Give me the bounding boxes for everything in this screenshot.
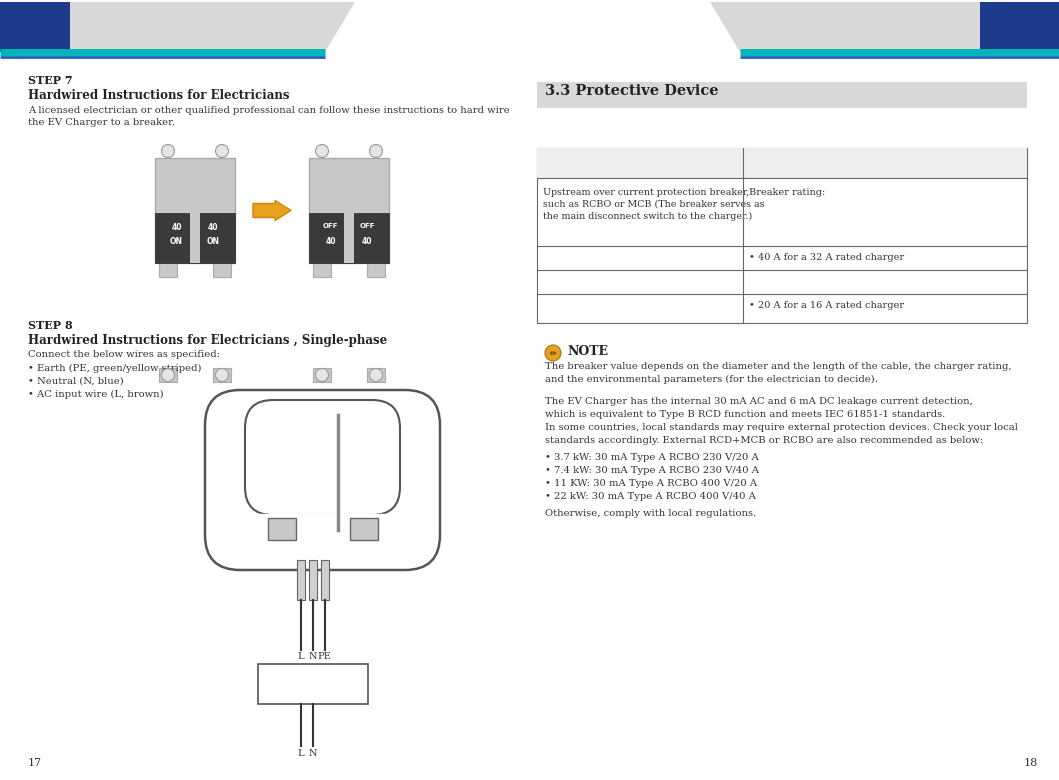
Text: • Neutral (N, blue): • Neutral (N, blue) xyxy=(28,377,124,386)
Text: In some countries, local standards may require external protection devices. Chec: In some countries, local standards may r… xyxy=(545,423,1018,432)
Text: N: N xyxy=(308,652,317,661)
Bar xyxy=(159,368,177,382)
Text: The EV Charger has the internal 30 mA AC and 6 mA DC leakage current detection,: The EV Charger has the internal 30 mA AC… xyxy=(545,397,973,406)
Text: OFF: OFF xyxy=(360,223,375,229)
Circle shape xyxy=(316,144,328,158)
Bar xyxy=(268,518,295,540)
Text: • 22 kW: 30 mA Type A RCBO 400 V/40 A: • 22 kW: 30 mA Type A RCBO 400 V/40 A xyxy=(545,492,756,501)
Text: ON: ON xyxy=(207,237,220,246)
Text: Breaker rating:: Breaker rating: xyxy=(749,188,825,197)
Polygon shape xyxy=(0,2,355,52)
Text: PE: PE xyxy=(318,652,331,661)
FancyBboxPatch shape xyxy=(245,400,400,515)
Bar xyxy=(537,82,1027,108)
Bar xyxy=(367,368,385,382)
Bar xyxy=(313,368,331,382)
Bar xyxy=(367,263,385,277)
Bar xyxy=(309,213,389,263)
Circle shape xyxy=(370,144,382,158)
Bar xyxy=(308,560,317,600)
Text: which is equivalent to Type B RCD function and meets IEC 61851-1 standards.: which is equivalent to Type B RCD functi… xyxy=(545,410,946,419)
Text: STEP 8: STEP 8 xyxy=(28,320,73,331)
Text: Devices: Devices xyxy=(616,158,664,168)
Text: • AC input wire (L, brown): • AC input wire (L, brown) xyxy=(28,390,164,399)
Circle shape xyxy=(215,144,229,158)
Polygon shape xyxy=(980,2,1059,52)
Text: such as RCBO or MCB (The breaker serves as: such as RCBO or MCB (The breaker serves … xyxy=(543,200,765,209)
Text: • Earth (PE, green/yellow striped): • Earth (PE, green/yellow striped) xyxy=(28,364,201,373)
FancyArrow shape xyxy=(253,200,291,221)
Text: ✏: ✏ xyxy=(550,349,556,357)
Polygon shape xyxy=(710,2,1059,52)
FancyBboxPatch shape xyxy=(205,390,439,570)
Text: 40: 40 xyxy=(362,237,373,246)
Text: and the environmental parameters (for the electrician to decide).: and the environmental parameters (for th… xyxy=(545,375,878,384)
Text: A licensed electrician or other qualified professional can follow these instruct: A licensed electrician or other qualifie… xyxy=(28,106,509,115)
Text: standards accordingly. External RCD+MCB or RCBO are also recommended as below:: standards accordingly. External RCD+MCB … xyxy=(545,436,983,445)
Text: L: L xyxy=(298,749,304,758)
Text: L: L xyxy=(298,652,304,661)
Text: 3.3 Protective Device: 3.3 Protective Device xyxy=(545,84,719,98)
Bar xyxy=(537,148,1027,323)
Polygon shape xyxy=(0,2,70,52)
Text: Otherwise, comply with local regulations.: Otherwise, comply with local regulations… xyxy=(545,509,756,518)
Text: 40: 40 xyxy=(172,223,182,232)
Bar xyxy=(321,560,328,600)
Bar xyxy=(159,263,177,277)
Text: Connect the below wires as specified:: Connect the below wires as specified: xyxy=(28,350,220,359)
Text: ON: ON xyxy=(170,237,183,246)
Text: OFF: OFF xyxy=(323,223,338,229)
Text: Upstream over current protection breaker,: Upstream over current protection breaker… xyxy=(543,188,750,197)
Text: NOTE: NOTE xyxy=(567,345,608,358)
Circle shape xyxy=(162,368,175,381)
Bar xyxy=(309,158,389,263)
Text: • 11 KW: 30 mA Type A RCBO 400 V/20 A: • 11 KW: 30 mA Type A RCBO 400 V/20 A xyxy=(545,479,757,488)
Text: • 7.4 kW: 30 mA Type A RCBO 230 V/40 A: • 7.4 kW: 30 mA Type A RCBO 230 V/40 A xyxy=(545,466,759,475)
Text: Hardwired Instructions for Electricians , Single-phase: Hardwired Instructions for Electricians … xyxy=(28,334,388,347)
Text: • 20 A for a 16 A rated charger: • 20 A for a 16 A rated charger xyxy=(749,302,903,310)
Bar xyxy=(213,368,231,382)
Bar xyxy=(190,213,200,263)
Bar xyxy=(349,518,377,540)
Bar xyxy=(344,213,354,263)
Text: The breaker value depends on the diameter and the length of the cable, the charg: The breaker value depends on the diamete… xyxy=(545,362,1011,371)
Bar xyxy=(537,148,1027,178)
Text: Hardwired Instructions for Electricians: Hardwired Instructions for Electricians xyxy=(28,89,289,102)
Text: Air Switch: Air Switch xyxy=(285,679,340,689)
Circle shape xyxy=(162,144,175,158)
Bar xyxy=(155,158,235,263)
Text: N: N xyxy=(308,749,317,758)
Bar xyxy=(213,263,231,277)
Text: 40: 40 xyxy=(325,237,336,246)
Bar xyxy=(155,213,235,263)
Circle shape xyxy=(370,368,382,381)
Bar xyxy=(297,560,305,600)
Text: STEP 7: STEP 7 xyxy=(28,75,73,86)
Text: 18: 18 xyxy=(1024,758,1038,768)
Text: Specifications: Specifications xyxy=(841,158,929,168)
Text: 17: 17 xyxy=(28,758,42,768)
Text: the main disconnect switch to the charger.): the main disconnect switch to the charge… xyxy=(543,212,752,221)
Circle shape xyxy=(316,368,328,381)
Bar xyxy=(313,263,331,277)
Text: 40: 40 xyxy=(209,223,218,232)
Text: the EV Charger to a breaker.: the EV Charger to a breaker. xyxy=(28,118,175,127)
Circle shape xyxy=(215,368,229,381)
Text: • 3.7 kW: 30 mA Type A RCBO 230 V/20 A: • 3.7 kW: 30 mA Type A RCBO 230 V/20 A xyxy=(545,453,758,462)
Ellipse shape xyxy=(545,345,561,361)
Text: • 40 A for a 32 A rated charger: • 40 A for a 32 A rated charger xyxy=(749,254,904,263)
Bar xyxy=(257,664,367,704)
